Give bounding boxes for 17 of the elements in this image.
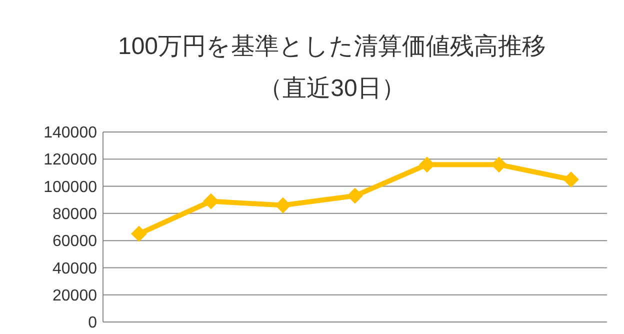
chart-subtitle: （直近30日）: [258, 75, 406, 102]
y-tick-label: 20000: [52, 287, 98, 304]
chart-title: 100万円を基準とした清算価値残高推移: [118, 33, 546, 60]
point: [419, 156, 435, 173]
point: [563, 172, 579, 188]
y-tick-label: 0: [88, 314, 98, 332]
y-tick-label: 60000: [52, 233, 98, 250]
point: [131, 226, 147, 242]
y-tick-label: 40000: [52, 260, 98, 278]
y-tick-label: 120000: [44, 152, 98, 169]
y-tick-label: 100000: [44, 178, 98, 196]
y-tick-label: 140000: [44, 124, 98, 142]
point: [203, 193, 219, 210]
point: [275, 197, 291, 214]
point: [347, 188, 363, 204]
point: [491, 156, 507, 173]
y-tick-label: 80000: [52, 206, 98, 224]
